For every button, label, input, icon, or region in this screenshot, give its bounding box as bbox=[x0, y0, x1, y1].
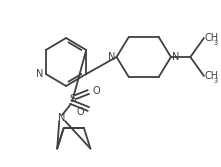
Text: 3: 3 bbox=[213, 40, 217, 45]
Text: 3: 3 bbox=[213, 77, 217, 84]
Text: N: N bbox=[36, 69, 43, 79]
Text: O: O bbox=[92, 86, 100, 96]
Text: N: N bbox=[108, 52, 116, 62]
Text: O: O bbox=[77, 107, 84, 117]
Text: N: N bbox=[59, 113, 66, 123]
Text: CH: CH bbox=[205, 33, 219, 43]
Text: N: N bbox=[172, 52, 179, 62]
Text: CH: CH bbox=[205, 71, 219, 81]
Text: S: S bbox=[70, 94, 76, 104]
